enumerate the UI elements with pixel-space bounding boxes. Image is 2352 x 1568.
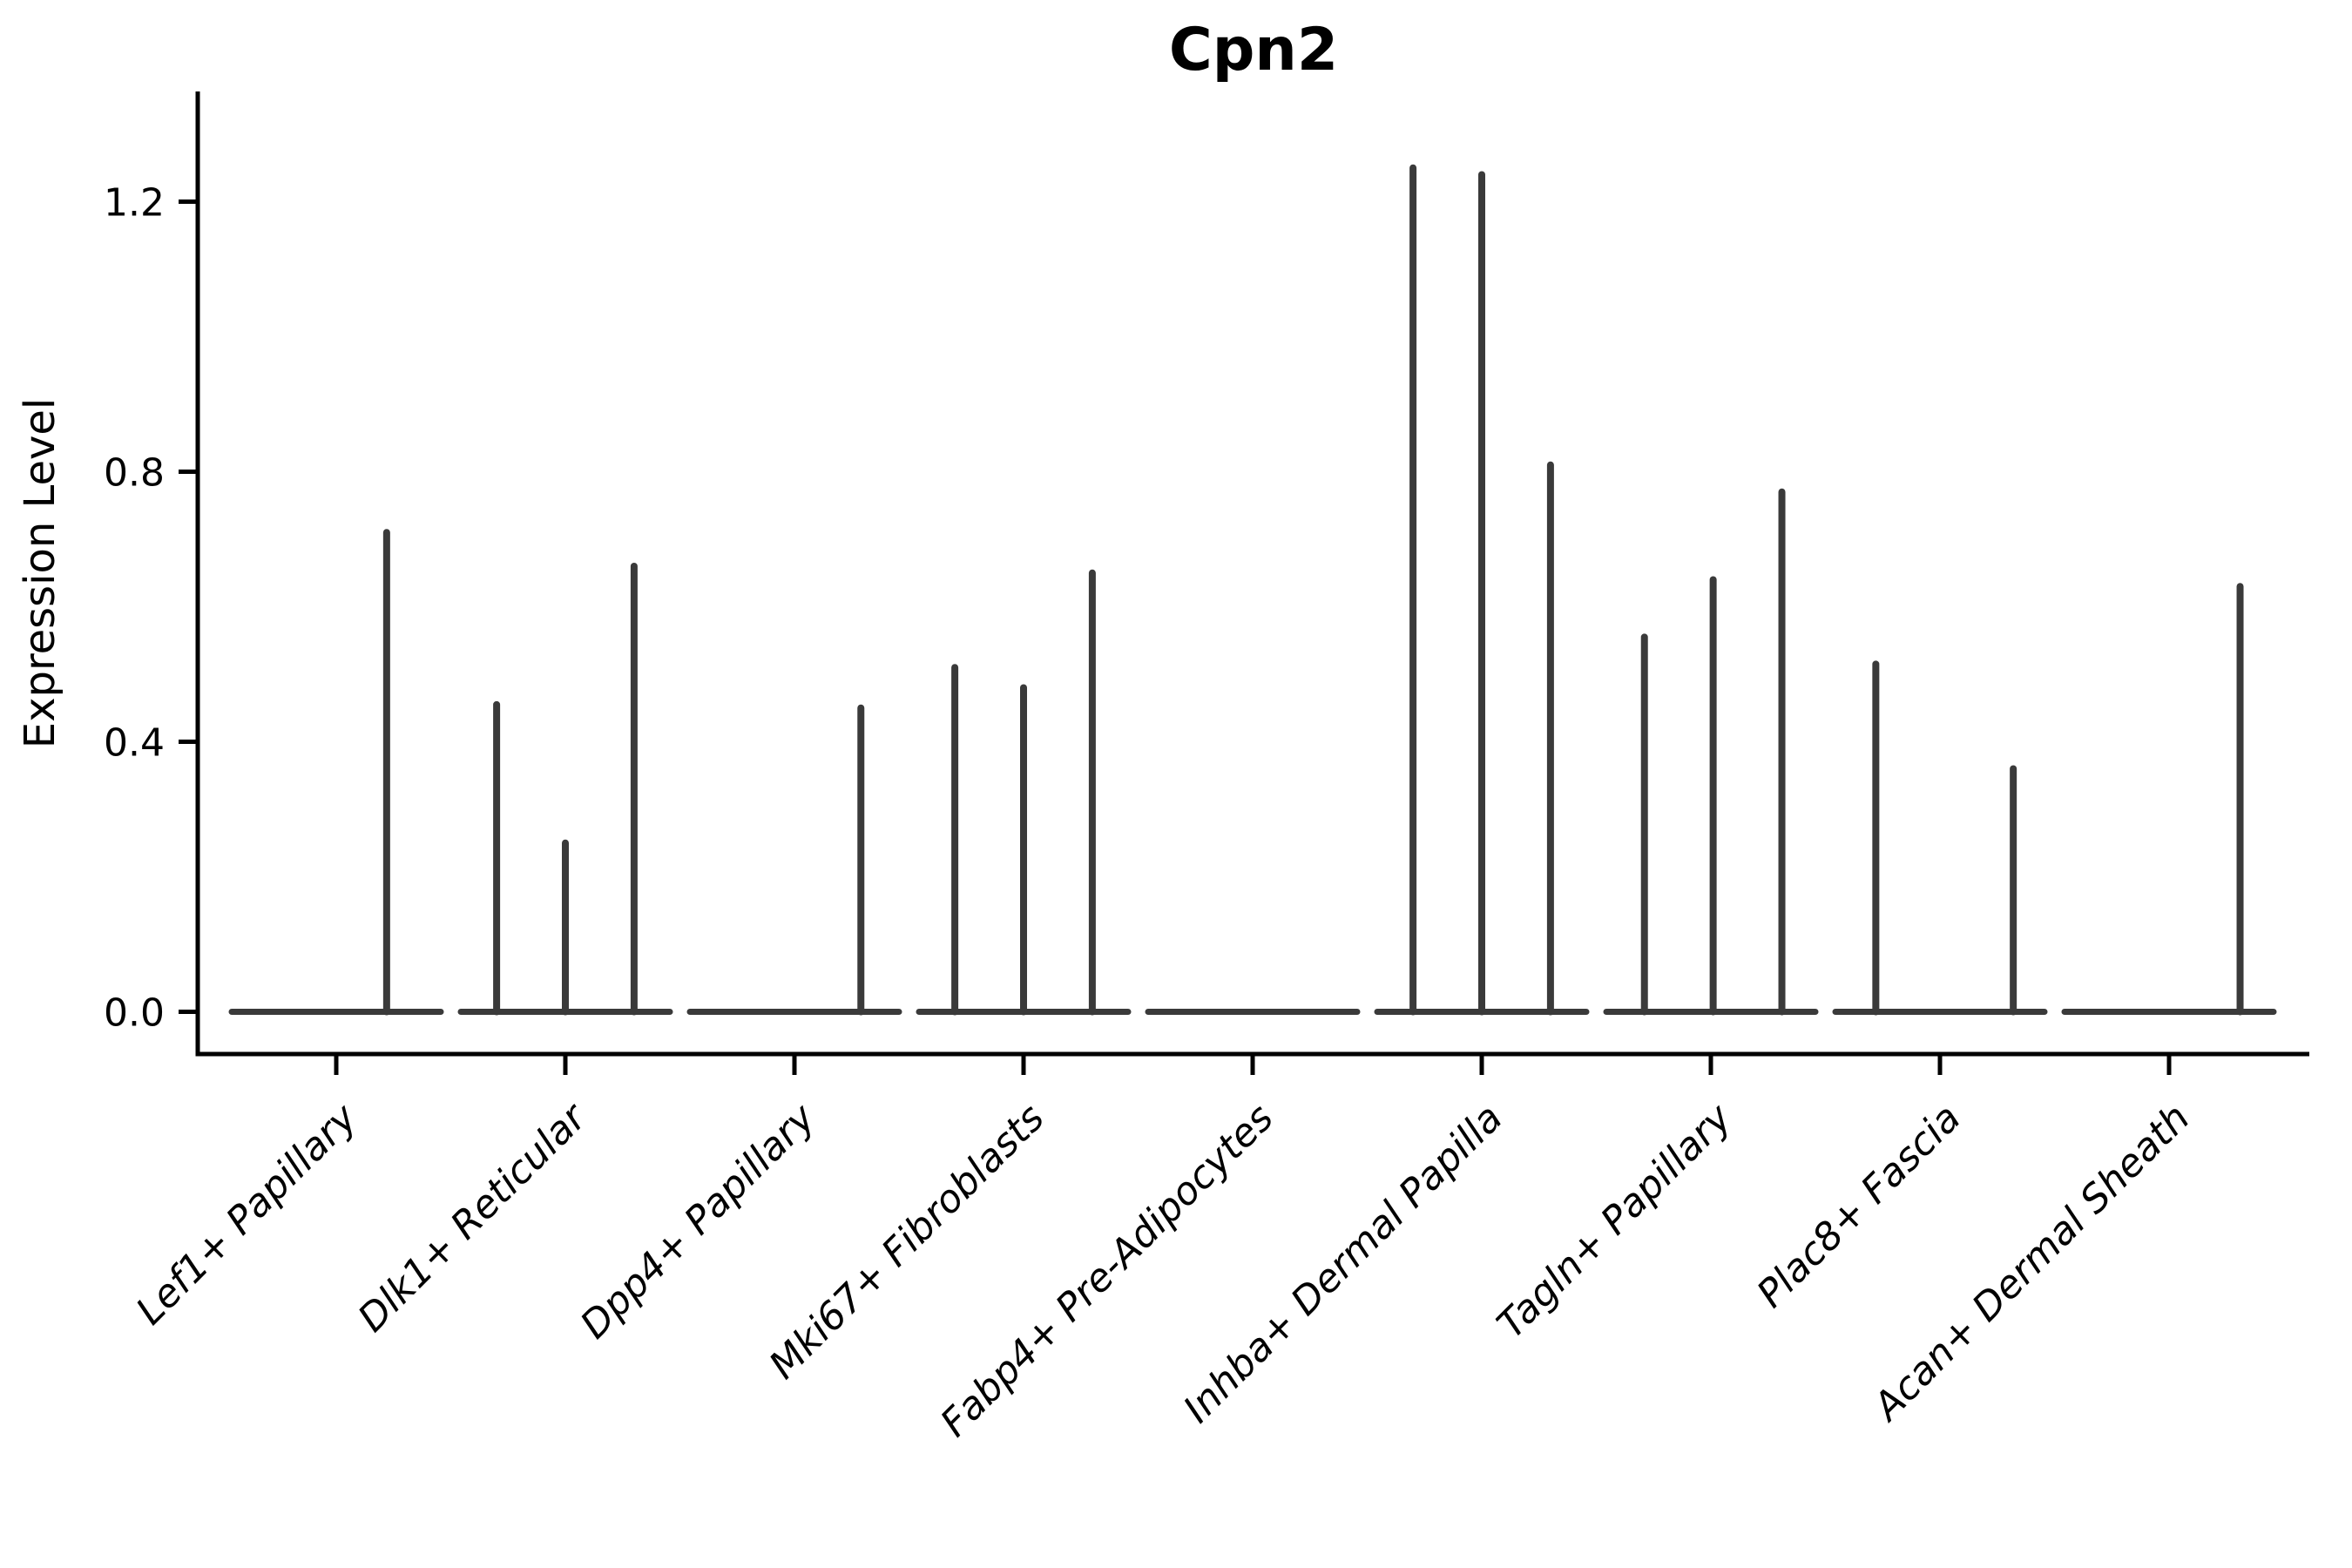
y-tick-label: 0.8: [104, 451, 165, 496]
y-tick-label: 0.0: [104, 991, 165, 1036]
y-axis-label: Expression Level: [16, 398, 64, 749]
x-category-label: Dpp4+ Papillary: [572, 1095, 825, 1348]
x-category-label: Tagln+ Papillary: [1489, 1095, 1740, 1347]
axis-spines: [195, 91, 2309, 1057]
x-category-label: Plac8+ Fascia: [1748, 1096, 1969, 1316]
x-category-label: Lef1+ Papillary: [128, 1095, 367, 1334]
y-tick-label: 1.2: [104, 181, 165, 226]
x-category-label: Dlk1+ Reticular: [349, 1094, 596, 1341]
y-tick-label: 0.4: [104, 721, 165, 766]
chart-title: Cpn2: [1169, 16, 1338, 84]
